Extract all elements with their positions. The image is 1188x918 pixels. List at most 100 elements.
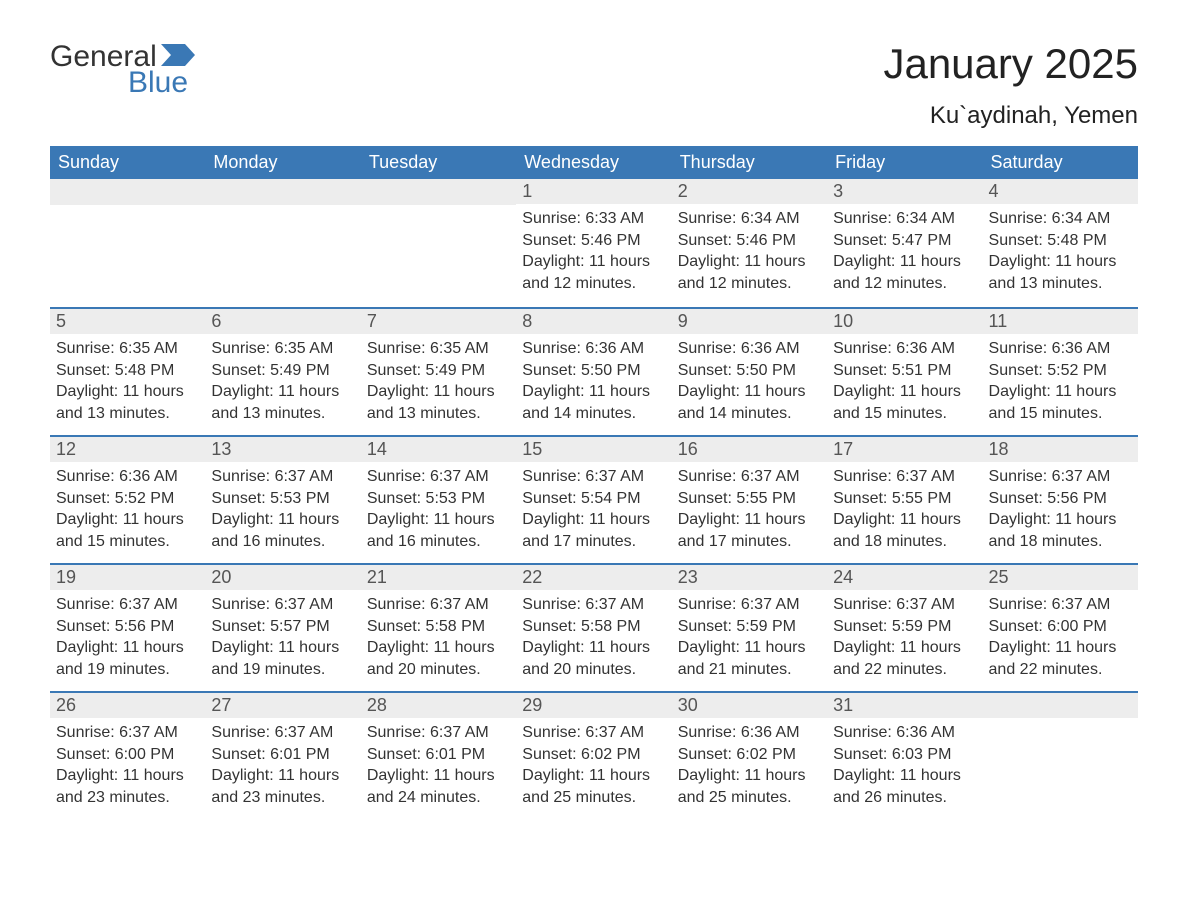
calendar-cell: 5Sunrise: 6:35 AMSunset: 5:48 PMDaylight…	[50, 307, 205, 435]
weekday-header: Saturday	[983, 146, 1138, 179]
detail-line: Daylight: 11 hours and 19 minutes.	[211, 637, 354, 680]
detail-label: Sunrise:	[522, 468, 585, 485]
detail-line: Sunset: 5:48 PM	[56, 360, 199, 382]
day-details: Sunrise: 6:35 AMSunset: 5:49 PMDaylight:…	[361, 334, 516, 434]
logo: General Blue	[50, 40, 195, 100]
day-number: 25	[983, 563, 1138, 590]
detail-line: Sunrise: 6:37 AM	[56, 722, 199, 744]
detail-value: 6:02 PM	[736, 746, 796, 763]
detail-label: Sunrise:	[989, 340, 1052, 357]
detail-label: Daylight:	[833, 767, 900, 784]
detail-label: Daylight:	[678, 767, 745, 784]
detail-value: 6:37 AM	[119, 596, 178, 613]
detail-label: Sunset:	[367, 362, 426, 379]
detail-label: Sunrise:	[367, 468, 430, 485]
day-details: Sunrise: 6:33 AMSunset: 5:46 PMDaylight:…	[516, 204, 671, 304]
day-details: Sunrise: 6:36 AMSunset: 5:50 PMDaylight:…	[516, 334, 671, 434]
day-details: Sunrise: 6:37 AMSunset: 6:01 PMDaylight:…	[205, 718, 360, 818]
calendar-cell: 21Sunrise: 6:37 AMSunset: 5:58 PMDayligh…	[361, 563, 516, 691]
day-details: Sunrise: 6:36 AMSunset: 5:51 PMDaylight:…	[827, 334, 982, 434]
detail-label: Daylight:	[522, 383, 589, 400]
detail-label: Sunset:	[833, 746, 892, 763]
calendar-cell: 18Sunrise: 6:37 AMSunset: 5:56 PMDayligh…	[983, 435, 1138, 563]
detail-label: Sunset:	[522, 362, 581, 379]
calendar-cell: 3Sunrise: 6:34 AMSunset: 5:47 PMDaylight…	[827, 179, 982, 307]
day-number: 8	[516, 307, 671, 334]
detail-label: Daylight:	[989, 511, 1056, 528]
detail-label: Daylight:	[678, 383, 745, 400]
day-details: Sunrise: 6:34 AMSunset: 5:48 PMDaylight:…	[983, 204, 1138, 304]
day-number: 2	[672, 179, 827, 204]
detail-label: Sunrise:	[56, 724, 119, 741]
detail-label: Sunset:	[678, 490, 737, 507]
detail-label: Sunrise:	[833, 468, 896, 485]
day-number: 22	[516, 563, 671, 590]
detail-line: Sunrise: 6:37 AM	[367, 722, 510, 744]
day-number: 29	[516, 691, 671, 718]
detail-value: 5:46 PM	[581, 232, 641, 249]
day-number: 28	[361, 691, 516, 718]
calendar-cell: 20Sunrise: 6:37 AMSunset: 5:57 PMDayligh…	[205, 563, 360, 691]
detail-label: Daylight:	[678, 511, 745, 528]
detail-label: Daylight:	[833, 383, 900, 400]
detail-label: Sunrise:	[367, 340, 430, 357]
day-number: 27	[205, 691, 360, 718]
detail-value: 6:37 AM	[430, 724, 489, 741]
detail-line: Daylight: 11 hours and 15 minutes.	[989, 381, 1132, 424]
day-number: 30	[672, 691, 827, 718]
day-number: 15	[516, 435, 671, 462]
detail-value: 6:00 PM	[1047, 618, 1107, 635]
day-details: Sunrise: 6:34 AMSunset: 5:47 PMDaylight:…	[827, 204, 982, 304]
detail-value: 5:56 PM	[1047, 490, 1107, 507]
calendar-cell: 10Sunrise: 6:36 AMSunset: 5:51 PMDayligh…	[827, 307, 982, 435]
day-details: Sunrise: 6:37 AMSunset: 5:58 PMDaylight:…	[361, 590, 516, 690]
detail-value: 6:00 PM	[115, 746, 175, 763]
detail-value: 5:52 PM	[1047, 362, 1107, 379]
detail-line: Sunrise: 6:34 AM	[989, 208, 1132, 230]
detail-line: Daylight: 11 hours and 20 minutes.	[367, 637, 510, 680]
detail-line: Sunrise: 6:37 AM	[989, 466, 1132, 488]
detail-line: Sunset: 5:56 PM	[56, 616, 199, 638]
calendar-cell: 2Sunrise: 6:34 AMSunset: 5:46 PMDaylight…	[672, 179, 827, 307]
detail-value: 6:36 AM	[896, 340, 955, 357]
detail-value: 6:37 AM	[430, 468, 489, 485]
detail-value: 5:48 PM	[115, 362, 175, 379]
detail-value: 6:36 AM	[119, 468, 178, 485]
calendar-cell: 25Sunrise: 6:37 AMSunset: 6:00 PMDayligh…	[983, 563, 1138, 691]
detail-label: Sunrise:	[56, 596, 119, 613]
detail-line: Sunset: 5:58 PM	[367, 616, 510, 638]
detail-line: Sunset: 6:01 PM	[367, 744, 510, 766]
detail-value: 5:50 PM	[736, 362, 796, 379]
detail-value: 6:37 AM	[275, 596, 334, 613]
detail-label: Daylight:	[56, 767, 123, 784]
day-number: 5	[50, 307, 205, 334]
detail-line: Sunset: 6:02 PM	[522, 744, 665, 766]
detail-label: Daylight:	[211, 511, 278, 528]
detail-label: Sunrise:	[989, 596, 1052, 613]
logo-text-blue: Blue	[128, 66, 195, 100]
calendar-cell: 13Sunrise: 6:37 AMSunset: 5:53 PMDayligh…	[205, 435, 360, 563]
day-details: Sunrise: 6:37 AMSunset: 6:02 PMDaylight:…	[516, 718, 671, 818]
detail-label: Daylight:	[56, 383, 123, 400]
detail-value: 6:34 AM	[1052, 210, 1111, 227]
day-details: Sunrise: 6:36 AMSunset: 5:52 PMDaylight:…	[983, 334, 1138, 434]
day-number: 1	[516, 179, 671, 204]
day-details: Sunrise: 6:37 AMSunset: 5:53 PMDaylight:…	[361, 462, 516, 562]
day-details: Sunrise: 6:36 AMSunset: 6:03 PMDaylight:…	[827, 718, 982, 818]
detail-line: Daylight: 11 hours and 22 minutes.	[833, 637, 976, 680]
detail-value: 5:49 PM	[426, 362, 486, 379]
calendar-cell	[361, 179, 516, 307]
detail-line: Daylight: 11 hours and 18 minutes.	[833, 509, 976, 552]
detail-line: Sunset: 5:55 PM	[678, 488, 821, 510]
detail-line: Daylight: 11 hours and 20 minutes.	[522, 637, 665, 680]
detail-line: Sunset: 5:56 PM	[989, 488, 1132, 510]
detail-label: Sunset:	[833, 618, 892, 635]
detail-label: Sunrise:	[678, 340, 741, 357]
detail-value: 6:37 AM	[585, 468, 644, 485]
day-details: Sunrise: 6:34 AMSunset: 5:46 PMDaylight:…	[672, 204, 827, 304]
detail-line: Daylight: 11 hours and 12 minutes.	[522, 251, 665, 294]
location-subtitle: Ku`aydinah, Yemen	[883, 102, 1138, 130]
detail-label: Sunrise:	[56, 468, 119, 485]
detail-value: 5:57 PM	[270, 618, 330, 635]
detail-line: Daylight: 11 hours and 14 minutes.	[678, 381, 821, 424]
